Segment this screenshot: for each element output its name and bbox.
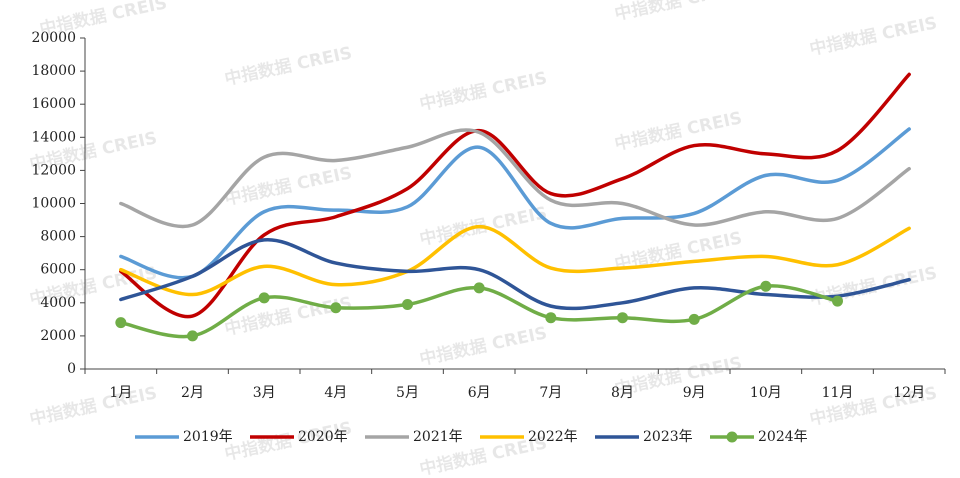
watermark: 中指数据 CREIS — [808, 12, 939, 60]
point — [330, 302, 342, 314]
series-line — [119, 128, 911, 229]
watermark: 中指数据 CREIS — [28, 382, 159, 430]
x-tick-label: 6月 — [468, 385, 491, 401]
x-tick-label: 3月 — [253, 385, 276, 401]
legend-marker — [726, 431, 738, 443]
legend-label: 2019年 — [183, 429, 233, 445]
point — [832, 295, 843, 307]
legend-label: 2023年 — [643, 429, 693, 445]
y-tick-label: 16000 — [31, 96, 76, 112]
point — [545, 312, 557, 324]
point — [258, 292, 270, 304]
x-tick-label: 5月 — [396, 385, 419, 401]
legend-label: 2021年 — [413, 429, 463, 445]
watermark: 中指数据 CREIS — [418, 322, 549, 370]
y-tick-label: 2000 — [40, 328, 76, 344]
watermark: 中指数据 CREIS — [613, 0, 744, 25]
y-tick-label: 0 — [67, 361, 76, 377]
point — [115, 317, 127, 329]
x-tick-label: 8月 — [611, 385, 634, 401]
x-tick-label: 1月 — [109, 385, 132, 401]
y-tick-label: 4000 — [40, 295, 76, 311]
x-tick-label: 7月 — [539, 385, 562, 401]
y-tick-label: 20000 — [31, 30, 76, 46]
x-tick-label: 2月 — [181, 385, 204, 401]
x-tick-label: 9月 — [683, 385, 706, 401]
watermark: 中指数据 CREIS — [223, 42, 354, 90]
legend-label: 2022年 — [528, 429, 578, 445]
series-line — [119, 72, 911, 319]
legend-label: 2024年 — [758, 429, 808, 445]
legend-label: 2020年 — [298, 429, 348, 445]
point — [402, 298, 413, 310]
watermark: 中指数据 CREIS — [223, 162, 354, 210]
point — [688, 313, 700, 325]
x-tick-label: 4月 — [324, 385, 347, 401]
watermark: 中指数据 CREIS — [808, 262, 939, 310]
y-tick-label: 12000 — [31, 162, 76, 178]
point — [187, 330, 198, 342]
watermark: 中指数据 CREIS — [418, 67, 549, 115]
point — [760, 280, 772, 292]
y-tick-label: 10000 — [31, 196, 76, 212]
watermarks: 中指数据 CREIS 中指数据 CREIS 中指数据 CREIS 中指数据 CR… — [28, 0, 939, 478]
series-line — [119, 224, 911, 297]
point — [617, 312, 628, 324]
y-tick-label: 18000 — [31, 63, 76, 79]
series-line — [119, 238, 911, 311]
series-line — [119, 127, 911, 280]
x-tick-label: 10月 — [750, 385, 782, 401]
x-tick-label: 11月 — [822, 385, 854, 401]
x-tick-label: 12月 — [893, 385, 925, 401]
point — [473, 282, 485, 294]
y-tick-label: 8000 — [40, 229, 76, 245]
y-tick-label: 6000 — [40, 262, 76, 278]
y-tick-label: 14000 — [31, 129, 76, 145]
